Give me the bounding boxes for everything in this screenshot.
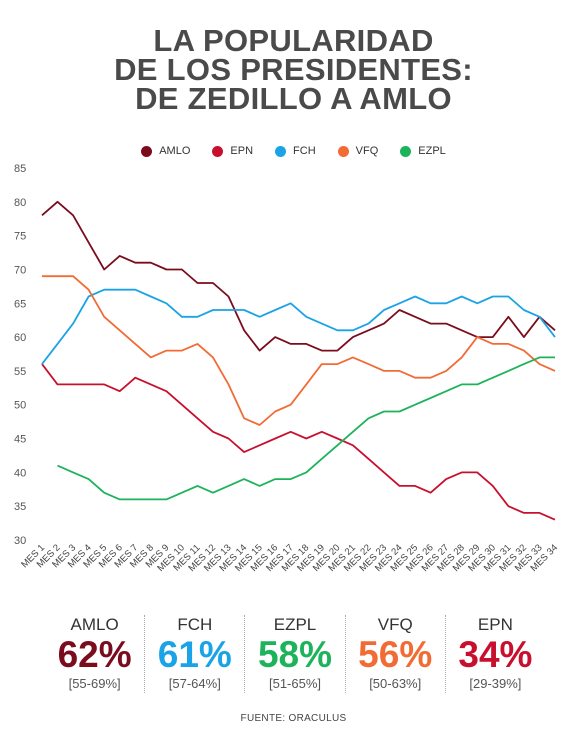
- legend-item-vfq: VFQ: [337, 145, 379, 157]
- summary-name: FCH: [177, 615, 213, 634]
- series-line-epn: [41, 363, 556, 521]
- legend-swatch: [141, 145, 153, 157]
- y-tick-label: 60: [14, 332, 26, 344]
- summary-range: [55-69%]: [68, 676, 121, 691]
- summary-value: 62%: [57, 634, 132, 675]
- y-tick-label: 45: [14, 434, 26, 446]
- legend-swatch: [337, 145, 349, 157]
- summary-value: 34%: [458, 634, 533, 675]
- legend-item-fch: FCH: [275, 145, 316, 157]
- legend-item-ezpl: EZPL: [400, 145, 446, 157]
- summary-card-epn: EPN 34% [29-39%]: [444, 615, 545, 693]
- summary-value: 58%: [257, 634, 333, 675]
- series-line-fch: [41, 288, 556, 365]
- y-tick-label: 65: [14, 298, 26, 310]
- legend-item-epn: EPN: [212, 145, 253, 157]
- summary-panel: AMLO 62% [55-69%] FCH 61% [57-64%] EZPL …: [45, 615, 545, 693]
- title-line-1: LA POPULARIDAD: [153, 23, 434, 58]
- legend-label: EZPL: [418, 145, 446, 157]
- series-line-vfq: [42, 275, 556, 426]
- y-tick-label: 70: [14, 264, 26, 276]
- summary-range: [51-65%]: [268, 676, 322, 691]
- legend-label: AMLO: [159, 145, 191, 157]
- y-tick-label: 40: [14, 467, 26, 479]
- series-line-amlo: [41, 200, 556, 352]
- summary-range: [50-63%]: [369, 676, 422, 691]
- chart-title: LA POPULARIDAD DE LOS PRESIDENTES: DE ZE…: [0, 23, 587, 116]
- source-note: FUENTE: ORACULUS: [240, 713, 347, 724]
- summary-card-ezpl: EZPL 58% [51-65%]: [244, 615, 344, 693]
- legend-label: VFQ: [355, 145, 379, 157]
- title-line-2: DE LOS PRESIDENTES:: [114, 52, 473, 87]
- summary-name: EPN: [477, 615, 513, 634]
- legend-swatch: [275, 145, 287, 157]
- y-tick-label: 75: [14, 231, 26, 243]
- y-tick-label: 80: [14, 197, 26, 209]
- title-line-3: DE ZEDILLO A AMLO: [135, 81, 452, 116]
- summary-name: VFQ: [377, 615, 413, 634]
- legend-item-amlo: AMLO: [141, 145, 190, 157]
- summary-value: 61%: [157, 634, 232, 675]
- legend-swatch: [212, 145, 224, 157]
- summary-value: 56%: [358, 634, 433, 675]
- summary-range: [57-64%]: [168, 676, 221, 691]
- y-tick-label: 35: [14, 501, 26, 513]
- chart-legend: AMLO EPN FCH VFQ EZPL: [0, 145, 587, 157]
- summary-name: AMLO: [70, 615, 119, 634]
- summary-name: EZPL: [273, 615, 317, 634]
- legend-label: FCH: [293, 145, 316, 157]
- summary-card-fch: FCH 61% [57-64%]: [144, 615, 244, 693]
- y-tick-label: 50: [14, 400, 26, 412]
- legend-label: EPN: [230, 145, 254, 157]
- summary-card-vfq: VFQ 56% [50-63%]: [344, 615, 445, 693]
- legend-swatch: [400, 145, 412, 157]
- y-tick-label: 30: [14, 535, 26, 547]
- summary-card-amlo: AMLO 62% [55-69%]: [45, 615, 144, 693]
- y-tick-label: 55: [14, 366, 26, 378]
- summary-range: [29-39%]: [469, 676, 522, 691]
- series-line-ezpl: [57, 356, 555, 501]
- y-tick-label: 85: [14, 163, 26, 175]
